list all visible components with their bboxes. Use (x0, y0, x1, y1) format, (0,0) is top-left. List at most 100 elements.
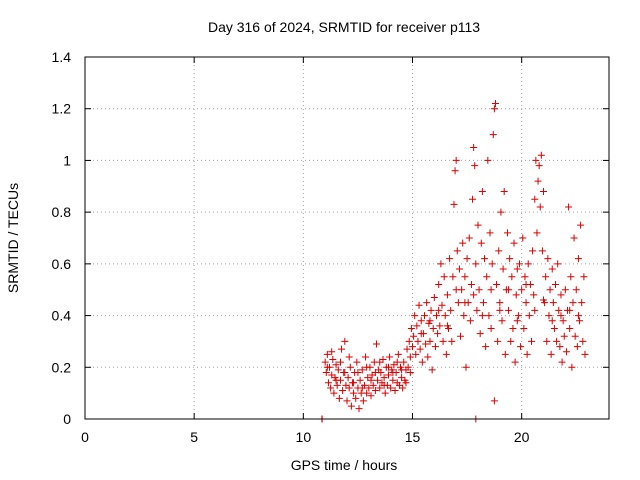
data-point (418, 358, 426, 366)
data-point (422, 340, 430, 348)
data-point (465, 234, 473, 242)
data-point (356, 376, 364, 384)
data-point (496, 299, 504, 307)
data-point (505, 306, 513, 314)
data-point (529, 247, 537, 255)
data-point (518, 286, 526, 294)
data-point (470, 291, 478, 299)
data-point (520, 325, 528, 332)
data-point (335, 394, 343, 402)
data-point (341, 368, 349, 376)
data-point (495, 247, 503, 255)
data-point (548, 317, 556, 325)
data-point (490, 105, 498, 113)
data-point (556, 343, 564, 351)
data-point (537, 151, 545, 159)
data-point (434, 330, 442, 338)
data-point (566, 325, 574, 332)
data-point (460, 312, 468, 320)
data-point (521, 273, 529, 281)
data-point (508, 273, 516, 281)
data-point (409, 343, 416, 351)
data-point (374, 376, 382, 384)
data-point (570, 234, 578, 242)
data-point (496, 306, 504, 314)
data-point (500, 187, 508, 195)
data-point (522, 299, 530, 307)
data-point (402, 379, 410, 387)
data-point (567, 273, 575, 281)
data-point (512, 291, 520, 299)
x-tick-label: 10 (296, 429, 312, 445)
data-point (371, 387, 379, 395)
data-point (365, 384, 373, 392)
data-point (559, 317, 567, 325)
y-tick-label: 0.4 (52, 308, 72, 324)
data-point (384, 371, 392, 379)
data-point (363, 389, 371, 397)
data-point (552, 281, 560, 289)
data-point (437, 260, 445, 268)
data-point (572, 286, 580, 294)
data-point (515, 260, 523, 268)
data-point (431, 343, 439, 351)
data-point (566, 306, 574, 314)
data-point (443, 322, 451, 330)
data-point (389, 368, 397, 376)
data-point (436, 322, 444, 330)
data-point (362, 353, 370, 361)
data-point (417, 330, 425, 338)
data-point (497, 208, 505, 216)
data-point (406, 353, 414, 361)
data-point (535, 162, 543, 170)
data-point (499, 265, 507, 273)
data-point (430, 293, 438, 301)
data-points (318, 100, 589, 423)
data-point (509, 325, 517, 332)
data-point (451, 167, 459, 175)
data-point (540, 296, 547, 304)
data-point (332, 361, 340, 369)
data-point (549, 299, 557, 307)
data-point (514, 312, 522, 320)
data-point (471, 162, 479, 170)
data-point (472, 260, 480, 268)
data-point (428, 366, 436, 374)
data-point (321, 358, 329, 366)
data-point (476, 330, 484, 338)
data-point (511, 358, 519, 366)
data-point (557, 291, 565, 299)
data-point (490, 397, 498, 405)
data-point (393, 358, 401, 366)
data-point (421, 312, 429, 320)
data-point (358, 384, 366, 392)
data-point (449, 273, 457, 281)
data-point (547, 350, 555, 358)
data-point (506, 255, 514, 263)
data-point (544, 255, 552, 263)
data-point (545, 312, 553, 320)
data-point (473, 306, 481, 314)
data-point (336, 358, 344, 366)
data-point (328, 348, 336, 356)
data-point (380, 374, 388, 382)
data-point (534, 177, 542, 185)
data-point (475, 286, 483, 294)
data-point (381, 389, 389, 397)
data-point (501, 350, 509, 358)
data-point (494, 337, 502, 345)
data-point (461, 273, 469, 281)
data-point (466, 317, 474, 325)
data-point (334, 366, 342, 374)
data-point (525, 312, 533, 320)
data-point (470, 144, 478, 151)
data-point (323, 350, 331, 358)
data-point (491, 100, 499, 108)
data-point (484, 156, 492, 164)
data-point (448, 337, 456, 345)
data-point (438, 301, 446, 309)
data-point (513, 317, 521, 325)
data-point (560, 332, 568, 340)
data-point (404, 363, 412, 371)
